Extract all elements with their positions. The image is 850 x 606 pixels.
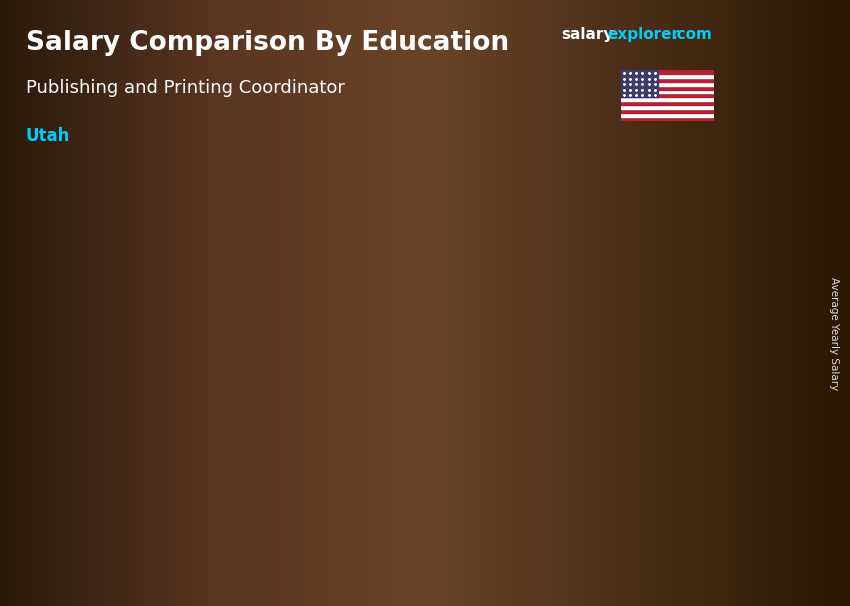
Text: 37,200 USD: 37,200 USD: [164, 371, 255, 385]
Text: 58,300 USD: 58,300 USD: [374, 289, 465, 303]
Bar: [620, 90, 714, 93]
Text: Bachelor's
Degree: Bachelor's Degree: [581, 574, 661, 606]
Bar: [620, 113, 714, 117]
Bar: [620, 93, 714, 98]
Polygon shape: [170, 395, 184, 539]
Polygon shape: [581, 159, 660, 539]
Text: Average Yearly Salary: Average Yearly Salary: [829, 277, 839, 390]
Bar: [620, 105, 714, 109]
Text: +68%: +68%: [517, 18, 607, 47]
Polygon shape: [581, 149, 669, 159]
Text: High School: High School: [162, 574, 256, 588]
FancyArrowPatch shape: [424, 0, 659, 302]
Text: +57%: +57%: [311, 175, 401, 203]
Bar: [620, 82, 714, 85]
Bar: [620, 78, 714, 82]
Text: salary: salary: [561, 27, 614, 42]
Polygon shape: [376, 313, 390, 539]
Polygon shape: [376, 313, 454, 539]
Polygon shape: [248, 389, 258, 539]
Polygon shape: [454, 305, 463, 539]
Polygon shape: [170, 389, 258, 395]
Polygon shape: [376, 305, 463, 313]
Text: Certificate or
Diploma: Certificate or Diploma: [363, 574, 467, 606]
FancyArrowPatch shape: [194, 64, 453, 387]
Text: Salary Comparison By Education: Salary Comparison By Education: [26, 30, 508, 56]
Bar: [620, 109, 714, 113]
Bar: [620, 85, 714, 90]
Text: Utah: Utah: [26, 127, 70, 145]
Polygon shape: [581, 159, 596, 539]
Bar: [620, 70, 658, 98]
Text: explorer: explorer: [608, 27, 680, 42]
Bar: [620, 101, 714, 105]
Text: .com: .com: [672, 27, 712, 42]
Bar: [620, 74, 714, 78]
Bar: [620, 70, 714, 74]
Polygon shape: [660, 149, 669, 539]
Polygon shape: [170, 395, 248, 539]
Bar: [620, 98, 714, 101]
Text: 97,800 USD: 97,800 USD: [584, 135, 675, 149]
Text: Publishing and Printing Coordinator: Publishing and Printing Coordinator: [26, 79, 344, 97]
Bar: [620, 117, 714, 121]
